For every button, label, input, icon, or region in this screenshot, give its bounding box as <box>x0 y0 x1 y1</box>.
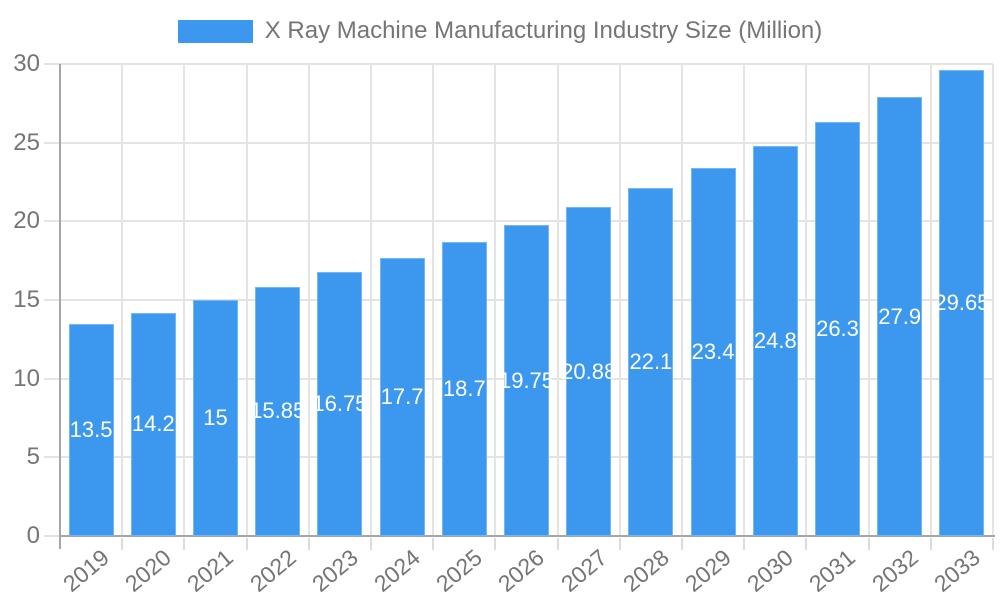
x-tick <box>121 538 124 550</box>
bar-value-label: 15 <box>203 405 228 430</box>
bar[interactable] <box>690 167 736 536</box>
bar[interactable] <box>815 122 860 536</box>
h-gridline <box>60 63 993 65</box>
x-axis-label-text: 2023 <box>306 544 363 597</box>
v-gridline <box>929 64 932 536</box>
v-gridline <box>556 64 559 536</box>
v-gridline <box>245 64 248 536</box>
x-axis-line <box>58 535 995 537</box>
legend-swatch[interactable] <box>177 19 253 43</box>
x-axis-label-text: 2025 <box>431 544 488 597</box>
v-gridline <box>183 64 186 536</box>
x-tick <box>618 538 621 550</box>
v-gridline <box>681 64 683 536</box>
bar[interactable] <box>317 272 363 536</box>
bar[interactable] <box>939 69 985 536</box>
v-gridline <box>743 64 746 536</box>
bar-value-label: 23.4 <box>691 338 735 364</box>
legend[interactable]: X Ray Machine Manufacturing Industry Siz… <box>0 17 1000 45</box>
bar[interactable] <box>255 286 301 536</box>
y-axis-label: 10 <box>13 364 40 392</box>
y-tick <box>44 63 60 65</box>
y-axis-line <box>58 64 61 549</box>
x-tick <box>681 538 683 550</box>
y-axis-label: 30 <box>13 50 40 77</box>
x-tick <box>307 538 310 550</box>
v-gridline <box>618 64 621 536</box>
x-tick <box>867 538 870 550</box>
bar-value-label: 27.9 <box>878 303 922 329</box>
bar-value-label: 16.75 <box>312 391 368 417</box>
h-gridline <box>60 141 993 144</box>
x-axis-label-text: 2022 <box>244 544 301 597</box>
y-tick <box>44 299 60 301</box>
y-axis-label: 0 <box>26 522 40 549</box>
bar[interactable] <box>877 97 923 536</box>
x-tick <box>183 538 186 550</box>
x-tick <box>370 538 372 550</box>
x-axis-label-text: 2019 <box>57 544 114 597</box>
bar[interactable] <box>441 241 487 536</box>
bar-value-label: 18.7 <box>442 375 486 401</box>
v-gridline <box>370 64 372 536</box>
x-axis-label-text: 2033 <box>928 544 985 597</box>
x-tick <box>556 538 559 550</box>
bar[interactable] <box>504 225 549 536</box>
bar[interactable] <box>566 207 612 536</box>
x-tick <box>805 538 808 550</box>
x-axis-label-text: 2026 <box>493 544 550 597</box>
bar[interactable] <box>752 145 798 536</box>
x-tick <box>992 538 994 550</box>
bar[interactable] <box>628 188 674 536</box>
bar[interactable] <box>193 300 238 536</box>
bar-value-label: 22.1 <box>629 349 673 375</box>
x-tick <box>929 538 932 550</box>
x-tick <box>743 538 746 550</box>
bar-value-label: 20.88 <box>561 358 617 384</box>
x-axis-label-text: 2027 <box>555 544 612 597</box>
legend-label: X Ray Machine Manufacturing Industry Siz… <box>264 17 823 44</box>
x-axis-label-text: 2031 <box>804 544 861 597</box>
bar-value-label: 19.75 <box>498 367 555 393</box>
bar-value-label: 15.85 <box>250 398 306 424</box>
x-tick <box>245 538 248 550</box>
v-gridline <box>121 64 124 536</box>
x-axis-label-text: 2029 <box>679 544 736 597</box>
y-tick <box>44 456 60 459</box>
v-gridline <box>867 64 870 536</box>
v-gridline <box>805 64 808 536</box>
y-tick <box>44 377 60 380</box>
x-axis-label-text: 2020 <box>120 544 177 597</box>
v-gridline <box>494 64 497 536</box>
x-axis-label-text: 2028 <box>617 544 674 597</box>
x-axis-label-text: 2024 <box>368 544 425 597</box>
bar[interactable] <box>68 323 114 536</box>
bar[interactable] <box>130 312 176 536</box>
bar[interactable] <box>379 257 425 536</box>
y-tick <box>44 141 60 144</box>
y-tick <box>44 220 60 223</box>
bar-value-label: 14.2 <box>131 411 175 437</box>
v-gridline <box>432 64 435 536</box>
v-gridline <box>992 64 994 536</box>
bar-value-label: 24.8 <box>753 327 797 353</box>
x-axis-label-text: 2030 <box>742 544 799 597</box>
y-axis-label: 15 <box>13 286 40 313</box>
h-gridline <box>60 220 993 223</box>
x-axis-label-text: 2032 <box>866 544 923 597</box>
bar-value-label: 13.5 <box>69 416 113 442</box>
y-axis-label: 25 <box>13 128 40 156</box>
x-tick <box>432 538 435 550</box>
x-axis-label-text: 2021 <box>182 544 239 597</box>
v-gridline <box>307 64 310 536</box>
x-tick <box>494 538 497 550</box>
bar-value-label: 29.65 <box>934 289 990 315</box>
y-tick <box>44 535 60 537</box>
bar-value-label: 26.3 <box>816 316 859 342</box>
y-axis-label: 20 <box>13 207 40 235</box>
bar-value-label: 17.7 <box>380 383 424 409</box>
y-axis-label: 5 <box>26 443 40 471</box>
